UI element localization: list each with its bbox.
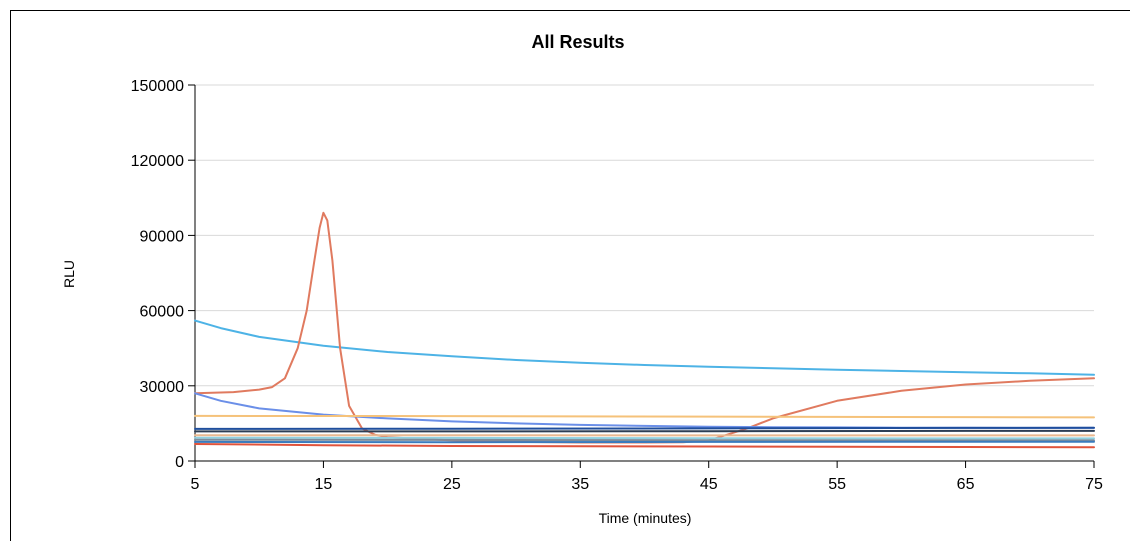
x-tick-label: 45: [700, 476, 718, 493]
y-tick-label: 120000: [131, 153, 184, 170]
chart-frame: [10, 10, 1130, 541]
x-tick-label: 55: [828, 476, 846, 493]
y-tick-label: 60000: [140, 304, 185, 321]
x-tick-label: 35: [571, 476, 589, 493]
axes: [194, 85, 1094, 462]
series-line-2: [194, 211, 1095, 444]
series-line-3: [194, 392, 1095, 429]
series-line-8: [194, 436, 1095, 440]
series-line-9: [194, 438, 1095, 442]
x-tick-label: 65: [957, 476, 975, 493]
x-tick-label: 75: [1085, 476, 1103, 493]
y-axis-label: RLU: [61, 260, 77, 288]
y-ticks: 0 30000 60000 90000 120000 150000: [131, 78, 195, 471]
series-line-6: [194, 429, 1095, 433]
series-line-5: [194, 426, 1095, 430]
x-ticks: 5 15 25 35 45 55 65 75: [191, 461, 1103, 493]
x-tick-label: 15: [315, 476, 333, 493]
x-tick-label: 25: [443, 476, 461, 493]
series-lines: [194, 211, 1095, 449]
y-tick-label: 90000: [140, 228, 185, 245]
x-axis-label: Time (minutes): [599, 510, 692, 526]
series-line-10: [194, 440, 1095, 444]
y-tick-label: 150000: [131, 78, 184, 95]
series-line-1: [194, 319, 1095, 376]
series-line-11: [194, 443, 1095, 449]
y-tick-label: 0: [175, 454, 184, 471]
series-line-4: [194, 414, 1095, 419]
chart-title: All Results: [531, 32, 624, 52]
x-tick-label: 5: [191, 476, 200, 493]
gridlines: [195, 84, 1094, 387]
y-tick-label: 30000: [140, 379, 185, 396]
